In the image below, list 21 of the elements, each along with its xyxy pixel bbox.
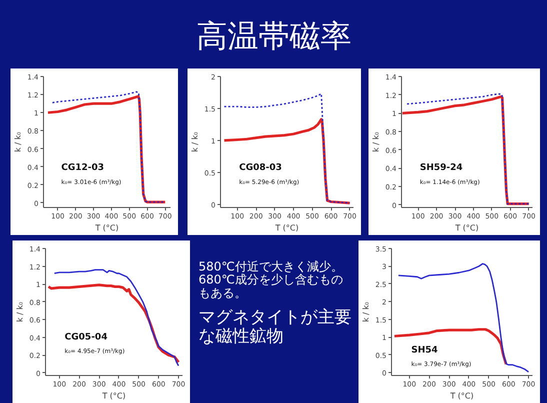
text: マグネタイトが主要な磁性鉱物 <box>198 308 352 346</box>
annotation: SH59-24 <box>420 163 463 174</box>
y-axis-title: k / k₀ <box>190 132 200 152</box>
y-axis-title: k / k₀ <box>13 132 22 152</box>
text: 高温帯磁率 <box>196 18 352 54</box>
annotation: CG12-03 <box>61 163 104 174</box>
y-axis-title: k / k₀ <box>15 302 24 322</box>
line-series <box>224 93 350 204</box>
annotation: SH54 <box>411 346 438 356</box>
x-axis-title: T (°C) <box>454 224 479 232</box>
x-axis-title: T (°C) <box>274 224 299 232</box>
text: 580℃付近で大きく減少。680℃成分を少し含むものもある。 <box>198 259 343 300</box>
x-axis-title: T (°C) <box>101 392 126 400</box>
line-series <box>398 263 530 373</box>
line-series <box>54 269 180 366</box>
y-axis-title: k / k₀ <box>361 302 370 322</box>
x-axis-title: T (°C) <box>449 392 474 400</box>
y-axis-title: k / k₀ <box>371 132 380 152</box>
annotation: CG05-04 <box>64 332 108 342</box>
annotation: CG08-03 <box>239 163 282 174</box>
x-axis-title: T (°C) <box>94 224 119 232</box>
